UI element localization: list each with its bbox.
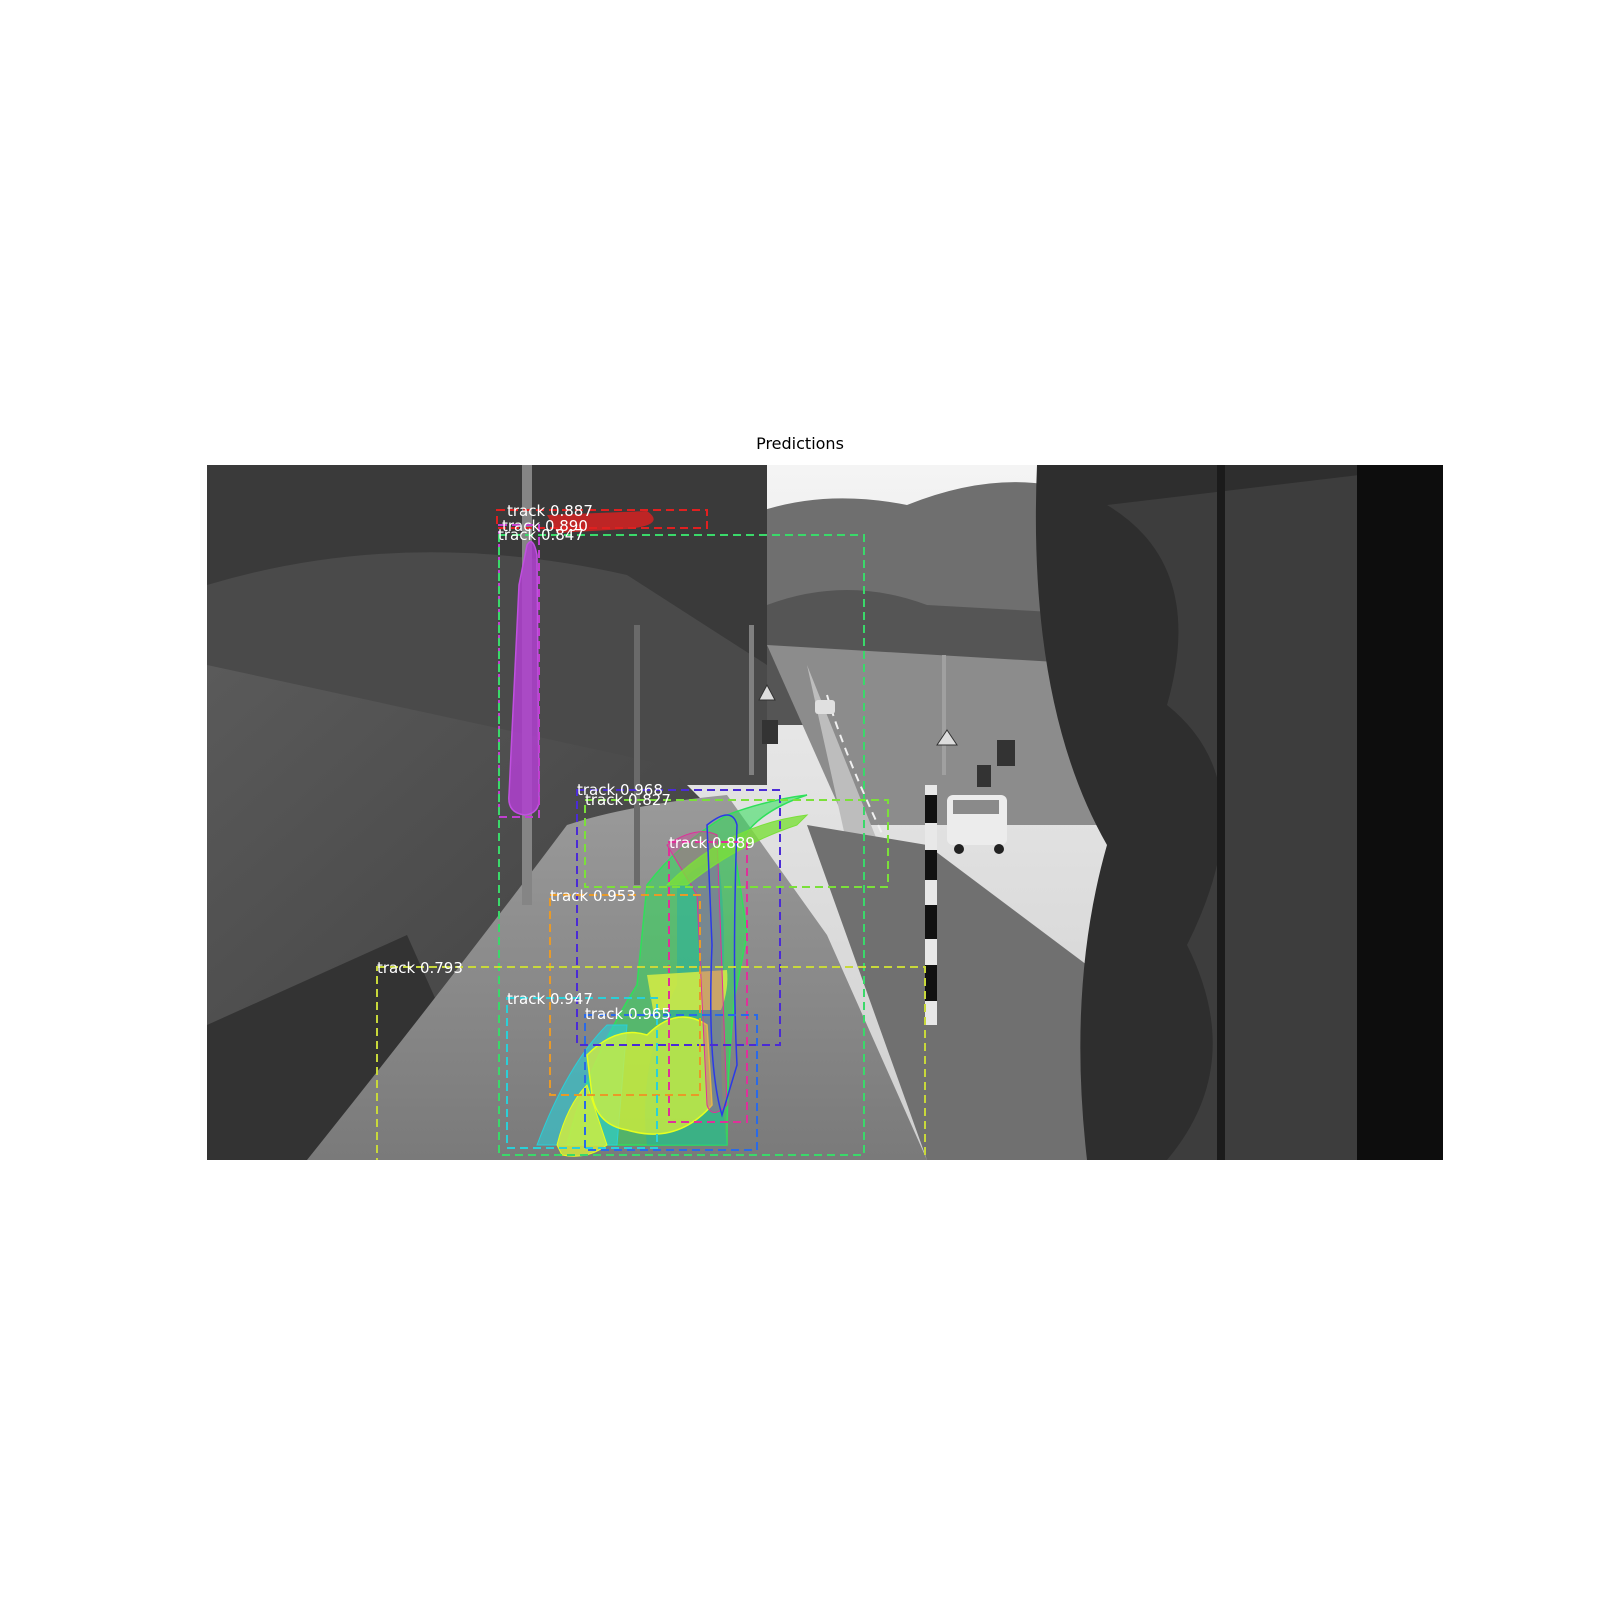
label-track-0953: track 0.953 bbox=[550, 887, 636, 905]
label-track-0793: track 0.793 bbox=[377, 959, 463, 977]
photo-scene: track 0.887 track 0.890 track 0.847 trac… bbox=[207, 465, 1443, 1160]
box-track-0947 bbox=[506, 997, 658, 1149]
label-track-0887: track 0.887 bbox=[507, 502, 593, 520]
label-track-0847: track 0.847 bbox=[498, 526, 584, 544]
box-track-0887 bbox=[496, 509, 708, 529]
box-track-0890 bbox=[498, 524, 540, 818]
box-track-0953 bbox=[549, 894, 701, 1096]
segmentation-masks bbox=[508, 511, 809, 1157]
box-track-0847 bbox=[498, 534, 865, 1156]
background-photo bbox=[207, 465, 1443, 1160]
label-track-0889: track 0.889 bbox=[669, 834, 755, 852]
label-track-0968: track 0.968 bbox=[577, 781, 663, 799]
label-track-0947: track 0.947 bbox=[507, 990, 593, 1008]
label-track-0890: track 0.890 bbox=[502, 517, 588, 535]
figure-title: Predictions bbox=[756, 434, 844, 453]
label-track-0827: track 0.827 bbox=[585, 791, 671, 809]
label-track-0965: track 0.965 bbox=[585, 1005, 671, 1023]
box-track-0889 bbox=[668, 841, 748, 1123]
box-track-0793 bbox=[376, 966, 926, 1160]
bounding-boxes bbox=[376, 509, 926, 1160]
box-track-0968 bbox=[576, 789, 781, 1046]
box-track-0965 bbox=[584, 1014, 758, 1151]
detection-labels: track 0.887 track 0.890 track 0.847 trac… bbox=[377, 502, 755, 1023]
